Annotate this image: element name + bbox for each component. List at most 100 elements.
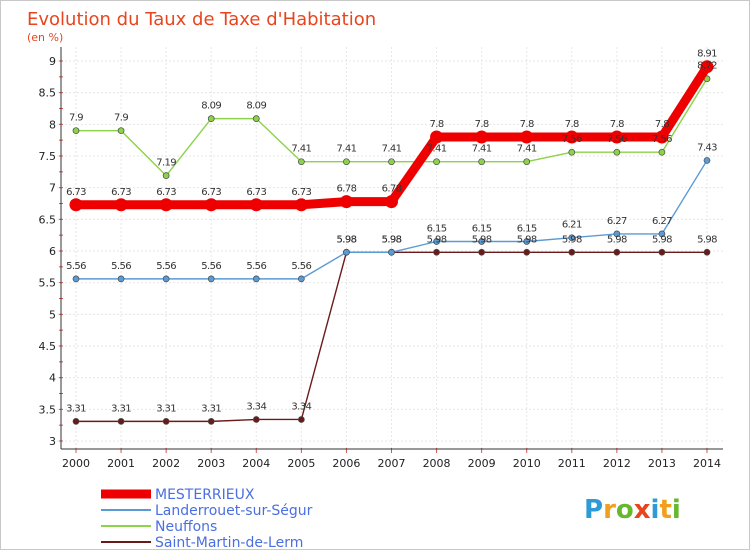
data-point [343,248,350,256]
data-point [162,418,170,425]
data-point [523,158,531,166]
data-label: 3.31 [111,403,131,414]
data-point [298,416,305,423]
data-label: 3.34 [246,401,266,412]
data-point [523,248,531,256]
data-label: 7.41 [382,144,402,155]
x-tick-label: 2007 [378,457,406,470]
data-label: 6.73 [111,187,131,198]
logo-letter: i [672,495,681,525]
x-tick-label: 2010 [513,457,541,470]
data-label: 6.73 [291,187,311,198]
data-label: 7.41 [472,144,492,155]
data-point [478,158,485,166]
data-label: 5.56 [156,261,176,272]
data-label: 7.56 [652,134,672,145]
data-point [72,127,80,135]
data-point [298,275,305,283]
x-tick-label: 2003 [197,457,225,470]
data-label: 7.8 [655,119,669,130]
data-point [658,248,666,256]
data-label: 7.9 [69,113,83,124]
data-label: 3.34 [291,401,311,412]
data-label: 7.8 [430,119,444,130]
y-tick-label: 7.5 [39,150,57,163]
y-tick-label: 5.5 [39,277,57,290]
data-label: 7.41 [427,144,447,155]
data-label: 7.8 [475,119,489,130]
legend: MESTERRIEUXLanderrouet-sur-SégurNeuffons… [101,487,313,550]
data-label: 8.72 [697,61,717,72]
logo-letter: P [584,495,603,525]
data-point [294,198,308,212]
x-tick-label: 2008 [423,457,451,470]
y-tick-label: 4.5 [39,340,57,353]
data-label: 6.15 [427,224,447,235]
data-label: 6.21 [562,220,582,231]
data-point [69,198,83,212]
data-label: 6.73 [246,187,266,198]
data-label: 3.31 [156,403,176,414]
data-label: 5.98 [427,234,447,245]
data-label: 7.56 [562,134,582,145]
legend-label: Neuffons [155,519,217,535]
data-point [610,130,624,144]
data-point [703,157,711,164]
data-point [117,275,125,283]
data-point [339,195,353,209]
x-tick-label: 2005 [287,457,315,470]
legend-label: Landerrouet-sur-Ségur [155,503,313,519]
x-tick-label: 2004 [242,457,270,470]
legend-label: MESTERRIEUX [155,487,255,503]
data-point [298,158,305,166]
logo-letter: t [659,495,671,525]
data-label: 5.56 [66,261,86,272]
data-point [207,115,215,122]
y-tick-label: 6.5 [39,213,57,226]
data-label: 5.98 [382,234,402,245]
data-label: 7.8 [520,119,534,130]
data-point [252,275,260,283]
grid [57,47,723,449]
data-label: 5.98 [517,234,537,245]
data-point [159,198,173,212]
data-point [162,275,170,283]
data-point [72,275,80,283]
data-label: 6.73 [66,187,86,198]
data-point [117,127,125,135]
data-point [433,158,440,166]
data-label: 6.27 [607,216,627,227]
y-tick-label: 4 [49,372,56,385]
data-label: 7.19 [156,158,176,169]
data-label: 7.56 [607,134,627,145]
data-point [523,238,531,245]
data-label: 5.98 [336,234,356,245]
y-tick-label: 5 [49,308,56,321]
data-point [478,238,485,245]
data-point [162,172,170,179]
x-tick-label: 2011 [558,457,586,470]
data-label: 6.27 [652,216,672,227]
data-label: 5.56 [111,261,131,272]
x-tick-label: 2012 [603,457,631,470]
data-point [613,248,621,256]
data-point [433,238,440,245]
data-label: 3.31 [66,403,86,414]
data-label: 7.43 [697,142,717,153]
data-point [565,130,579,144]
data-point [430,130,444,144]
data-label: 6.73 [201,187,221,198]
data-point [252,416,260,423]
chart-title: Evolution du Taux de Taxe d'Habitation [27,9,376,30]
y-tick-label: 8.5 [39,87,57,100]
legend-label: Saint-Martin-de-Lerm [155,535,303,550]
data-label: 7.8 [565,119,579,130]
data-point [433,248,440,256]
data-label: 3.31 [201,403,221,414]
data-label: 8.09 [246,101,266,112]
data-label: 6.78 [336,184,356,195]
data-point [613,148,621,156]
y-tick-label: 9 [49,55,56,68]
data-label: 5.56 [291,261,311,272]
